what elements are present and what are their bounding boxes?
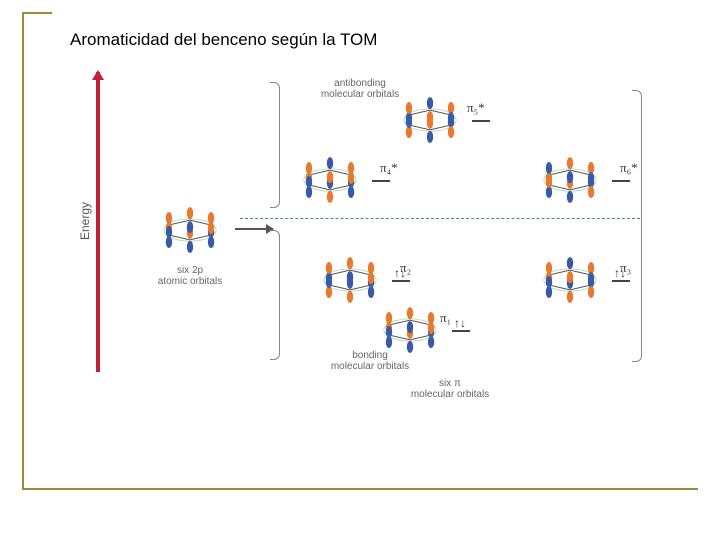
label-pi5s: π₅*: [467, 100, 485, 116]
label-pi3: π₃: [620, 260, 631, 276]
label-antibonding: antibondingmolecular orbitals: [300, 78, 420, 100]
orbital-pi2: [310, 250, 390, 310]
level-bar-pi1: [452, 330, 470, 332]
label-atomic: six 2patomic orbitals: [140, 265, 240, 287]
label-sixpi-text: six πmolecular orbitals: [411, 378, 489, 400]
orbital-pi3: [530, 250, 610, 310]
nonbonding-line: [240, 218, 640, 219]
level-bar-pi3: [612, 280, 630, 282]
label-atomic-text: six 2patomic orbitals: [158, 265, 222, 287]
bracket-antibonding: [270, 82, 280, 208]
label-bonding-text: bondingmolecular orbitals: [331, 350, 409, 372]
level-bar-pi2: [392, 280, 410, 282]
label-pi1: π₁: [440, 310, 451, 326]
label-bonding: bondingmolecular orbitals: [310, 350, 430, 372]
label-pi4s: π₄*: [380, 160, 398, 176]
frame-bottom: [22, 488, 698, 490]
label-antibonding-text: antibondingmolecular orbitals: [321, 78, 399, 100]
electrons-pi1: ↑↓: [454, 316, 466, 330]
bracket-all: [632, 90, 642, 362]
bracket-bonding: [270, 230, 280, 360]
frame-left: [22, 12, 24, 490]
level-bar-pi5s: [472, 120, 490, 122]
energy-axis-label: Energy: [78, 202, 92, 240]
level-bar-pi4s: [372, 180, 390, 182]
level-bar-pi6s: [612, 180, 630, 182]
energy-axis-arrow: [96, 72, 100, 372]
orbital-pi6s: [530, 150, 610, 210]
orbital-pi4s: [290, 150, 370, 210]
label-sixpi: six πmolecular orbitals: [390, 378, 510, 400]
orbital-atomic: [150, 200, 230, 260]
label-pi2: π₂: [400, 260, 411, 276]
frame-top: [22, 12, 52, 14]
page-title: Aromaticidad del benceno según la TOM: [70, 30, 377, 50]
combine-arrow: [235, 228, 273, 230]
